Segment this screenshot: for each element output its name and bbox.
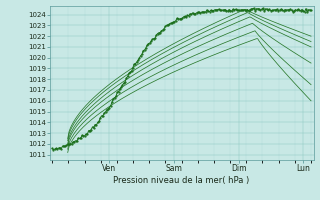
X-axis label: Pression niveau de la mer( hPa ): Pression niveau de la mer( hPa ) bbox=[114, 176, 250, 185]
